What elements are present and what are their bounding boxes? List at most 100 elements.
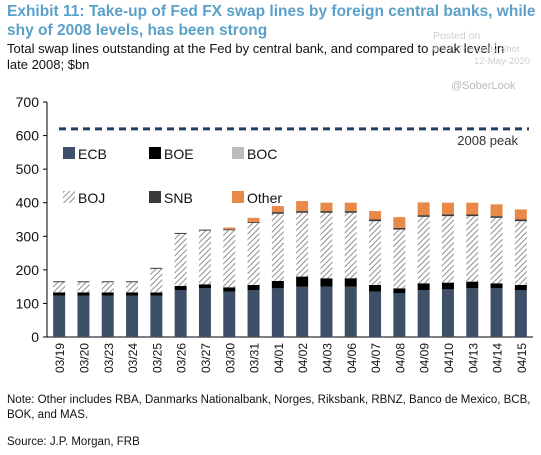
bar-segment-ecb <box>393 293 406 337</box>
x-tick-label: 03/25 <box>150 343 164 373</box>
x-tick-label: 04/07 <box>369 343 383 373</box>
bar-segment-ecb <box>53 295 66 337</box>
bar-segment-ecb <box>441 289 454 337</box>
bar-segment-other <box>393 217 406 228</box>
bar-segment-ecb <box>369 291 382 337</box>
bar-segment-boe <box>296 276 309 287</box>
bar-segment-snb <box>393 227 406 230</box>
bar-segment-boe <box>198 284 211 289</box>
bar-segment-boj <box>393 229 406 289</box>
bar-segment-boj <box>198 230 211 285</box>
chart-source: Source: J.P. Morgan, FRB <box>7 436 140 448</box>
bar-segment-ecb <box>223 291 236 337</box>
bar-segment-boj <box>369 221 382 285</box>
bar-segment-ecb <box>198 288 211 337</box>
watermark-posted: Posted on <box>433 30 481 42</box>
bar-segment-boj <box>466 216 479 282</box>
bar-segment-snb <box>53 281 66 283</box>
legend-label-boe: BOE <box>164 146 194 162</box>
bar-segment-snb <box>174 232 187 234</box>
legend-label-other: Other <box>247 190 282 206</box>
bar-segment-boe <box>101 292 114 296</box>
bar-segment-boj <box>223 230 236 288</box>
bar-segment-other <box>223 227 236 230</box>
bar-segment-boe <box>53 292 66 296</box>
bar-segment-other <box>514 209 527 220</box>
legend-label-boc: BOC <box>247 146 277 162</box>
legend-label-ecb: ECB <box>78 146 107 162</box>
bar-segment-ecb <box>101 295 114 337</box>
bar-segment-ecb <box>150 295 163 337</box>
legend-swatch-ecb <box>63 147 75 159</box>
bar-segment-ecb <box>320 286 333 337</box>
bar-segment-snb <box>101 281 114 283</box>
bar-segment-ecb <box>247 290 260 337</box>
x-tick-label: 04/13 <box>466 343 480 373</box>
bar-segment-boe <box>466 281 479 289</box>
bar-segment-boe <box>126 292 139 296</box>
y-tick-label: 400 <box>16 195 40 211</box>
bar-segment-ecb <box>271 288 284 337</box>
x-tick-label: 04/15 <box>515 343 529 373</box>
bar-segment-ecb <box>490 288 503 337</box>
x-tick-label: 04/02 <box>296 343 310 373</box>
legend-swatch-boe <box>149 147 161 159</box>
bar-segment-ecb <box>174 290 187 337</box>
bar-segment-snb <box>198 229 211 231</box>
bar-segment-snb <box>126 281 139 283</box>
x-tick-label: 03/30 <box>223 343 237 373</box>
x-tick-label: 03/31 <box>248 343 262 373</box>
y-tick-label: 100 <box>16 295 40 311</box>
bar-segment-boe <box>150 292 163 296</box>
bar-segment-other <box>369 211 382 220</box>
bar-segment-boj <box>441 216 454 283</box>
bar-segment-boe <box>271 280 284 289</box>
bar-segment-snb <box>271 212 284 214</box>
chart-title: Exhibit 11: Take-up of Fed FX swap lines… <box>7 3 536 39</box>
bar-segment-ecb <box>466 288 479 337</box>
x-tick-label: 04/01 <box>272 343 286 373</box>
bar-segment-boj <box>126 282 139 293</box>
bar-segment-boe <box>174 285 187 290</box>
x-tick-label: 03/23 <box>102 343 116 373</box>
y-tick-label: 500 <box>16 161 40 177</box>
watermark-handle: @SoberLook <box>451 80 516 92</box>
bar-segment-snb <box>223 229 236 231</box>
bar-segment-boe <box>369 284 382 292</box>
bar-segment-snb <box>417 215 430 217</box>
bar-segment-ecb <box>126 295 139 337</box>
bar-segment-ecb <box>296 286 309 337</box>
legend-swatch-boc <box>232 147 244 159</box>
bar-segment-snb <box>77 281 90 283</box>
x-tick-label: 04/10 <box>442 343 456 373</box>
chart-note: Note: Other includes RBA, Danmarks Natio… <box>7 394 531 421</box>
bar-segment-boe <box>490 283 503 289</box>
x-tick-label: 03/26 <box>175 343 189 373</box>
bar-segment-boj <box>101 282 114 293</box>
x-tick-label: 04/14 <box>491 343 505 373</box>
y-tick-label: 300 <box>16 228 40 244</box>
bar-segment-ecb <box>417 290 430 337</box>
bar-segment-snb <box>441 214 454 217</box>
bar-segment-boe <box>223 287 236 292</box>
x-tick-label: 03/24 <box>126 343 140 373</box>
bar-segment-boj <box>320 212 333 279</box>
bar-segment-boj <box>247 222 260 285</box>
bar-segment-boe <box>344 278 357 287</box>
bar-segment-boj <box>174 233 187 286</box>
bar-segment-boe <box>417 283 430 290</box>
bar-segment-other <box>320 202 333 212</box>
bar-segment-other <box>296 201 309 212</box>
bar-segment-boj <box>271 213 284 281</box>
bar-segment-snb <box>150 267 163 269</box>
x-tick-label: 04/03 <box>320 343 334 373</box>
legend-swatch-boj <box>63 191 75 203</box>
watermark-source: WSJ: The Daily Shot <box>432 44 520 55</box>
bar-segment-snb <box>466 214 479 217</box>
bar-segment-boj <box>53 282 66 293</box>
bar-segment-other <box>466 202 479 215</box>
bar-segment-other <box>247 217 260 222</box>
bar-segment-snb <box>514 219 527 222</box>
bar-segment-ecb <box>514 290 527 337</box>
